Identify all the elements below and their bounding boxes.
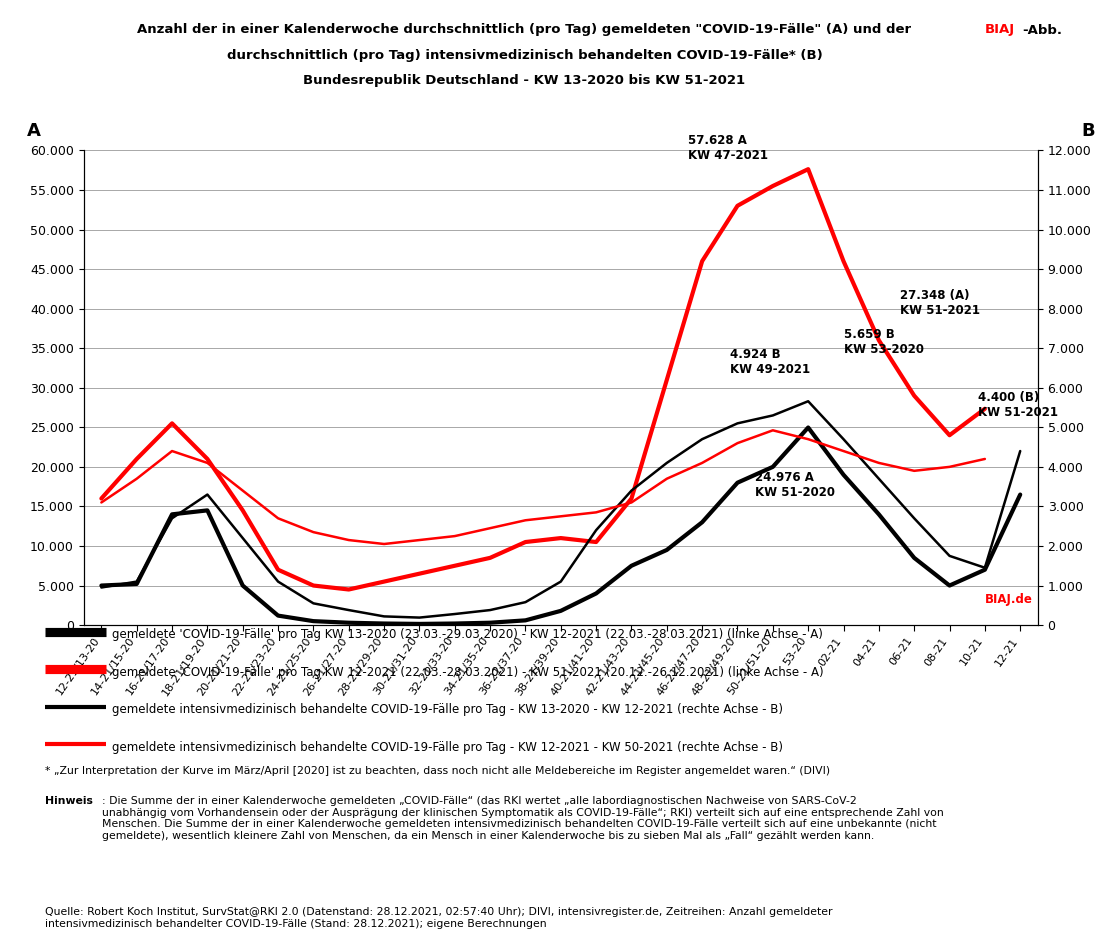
Text: Quelle: Robert Koch Institut, SurvStat@RKI 2.0 (Datenstand: 28.12.2021, 02:57:40: Quelle: Robert Koch Institut, SurvStat@R…	[45, 907, 833, 929]
Text: 4.400 (B)
KW 51-2021: 4.400 (B) KW 51-2021	[978, 391, 1058, 419]
Text: gemeldete intensivmedizinisch behandelte COVID-19-Fälle pro Tag - KW 13-2020 - K: gemeldete intensivmedizinisch behandelte…	[112, 703, 782, 716]
Text: -Abb.: -Abb.	[1022, 24, 1062, 37]
Text: durchschnittlich (pro Tag) intensivmedizinisch behandelten COVID-19-Fälle* (B): durchschnittlich (pro Tag) intensivmediz…	[227, 49, 822, 62]
Text: BIAJ: BIAJ	[984, 24, 1014, 37]
Text: Bundesrepublik Deutschland - KW 13-2020 bis KW 51-2021: Bundesrepublik Deutschland - KW 13-2020 …	[304, 74, 745, 87]
Text: BIAJ.de: BIAJ.de	[985, 593, 1033, 606]
Text: 5.659 B
KW 53-2020: 5.659 B KW 53-2020	[844, 328, 924, 356]
Text: gemeldete 'COVID-19-Fälle' pro Tag KW 12-2021 (22.03.-28.03.2021) - KW 51-2021 (: gemeldete 'COVID-19-Fälle' pro Tag KW 12…	[112, 666, 824, 679]
Text: gemeldete intensivmedizinisch behandelte COVID-19-Fälle pro Tag - KW 12-2021 - K: gemeldete intensivmedizinisch behandelte…	[112, 741, 782, 754]
Text: Hinweis: Hinweis	[45, 796, 93, 807]
Text: Anzahl der in einer Kalenderwoche durchschnittlich (pro Tag) gemeldeten "COVID-1: Anzahl der in einer Kalenderwoche durchs…	[137, 24, 912, 37]
Text: * „Zur Interpretation der Kurve im März/April [2020] ist zu beachten, dass noch : * „Zur Interpretation der Kurve im März/…	[45, 766, 830, 776]
Text: gemeldete 'COVID-19-Fälle' pro Tag KW 13-2020 (23.03.-29.03.2020) - KW 12-2021 (: gemeldete 'COVID-19-Fälle' pro Tag KW 13…	[112, 628, 822, 641]
Text: 27.348 (A)
KW 51-2021: 27.348 (A) KW 51-2021	[899, 289, 980, 317]
Text: : Die Summe der in einer Kalenderwoche gemeldeten „COVID-Fälle“ (das RKI wertet : : Die Summe der in einer Kalenderwoche g…	[102, 796, 943, 841]
Text: 24.976 A
KW 51-2020: 24.976 A KW 51-2020	[756, 471, 835, 498]
Text: 57.628 A
KW 47-2021: 57.628 A KW 47-2021	[687, 134, 768, 163]
Text: 4.924 B
KW 49-2021: 4.924 B KW 49-2021	[730, 348, 810, 376]
Text: A: A	[27, 122, 40, 140]
Text: B: B	[1081, 122, 1095, 140]
